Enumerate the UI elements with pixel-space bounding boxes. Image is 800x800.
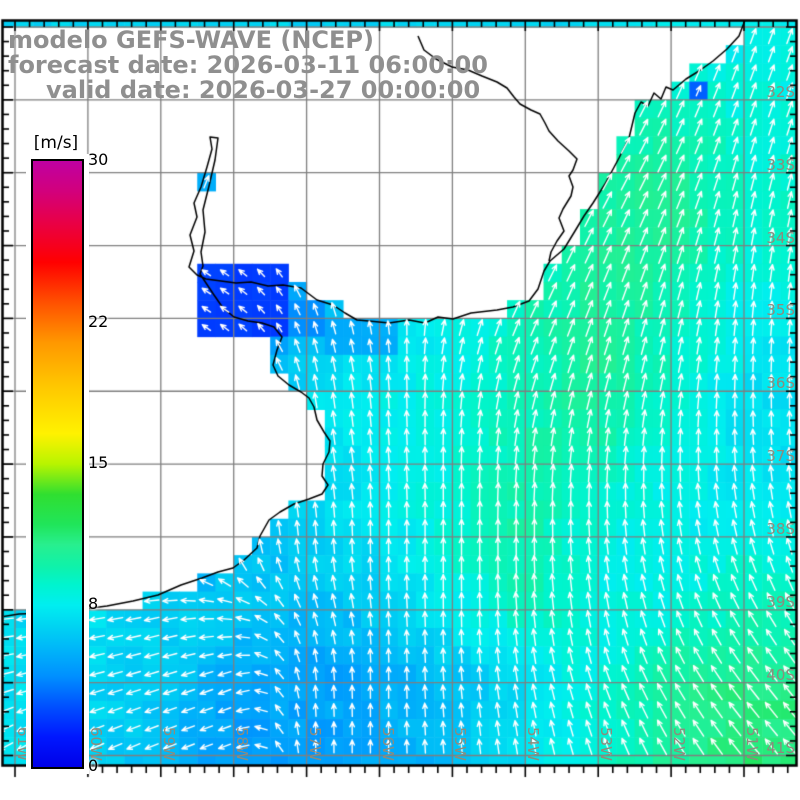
lon-label-55W: 55W bbox=[451, 727, 470, 761]
lat-label-41S: 41S bbox=[766, 738, 795, 757]
lat-label-40S: 40S bbox=[766, 665, 795, 684]
colorbar-unit-label: [m/s] bbox=[33, 133, 79, 153]
lon-label-59W: 59W bbox=[159, 727, 178, 761]
lon-label-56W: 56W bbox=[378, 727, 397, 761]
lon-label-61W: 61W bbox=[14, 727, 32, 761]
colorbar-tick-0: 0 bbox=[88, 756, 99, 775]
lat-label-32S: 32S bbox=[766, 82, 795, 101]
model-title: modelo GEFS-WAVE (NCEP) bbox=[8, 26, 374, 54]
lat-label-33S: 33S bbox=[766, 155, 795, 174]
colorbar-tick-8: 8 bbox=[88, 594, 99, 614]
lon-label-58W: 58W bbox=[232, 727, 251, 761]
colorbar-gradient bbox=[31, 159, 84, 769]
colorbar-tick-30: 30 bbox=[88, 150, 109, 169]
lat-label-36S: 36S bbox=[766, 374, 795, 393]
lon-label-53W: 53W bbox=[597, 727, 616, 761]
colorbar-tick-15: 15 bbox=[88, 453, 109, 472]
colorbar-tick-22: 22 bbox=[88, 311, 109, 331]
lat-label-35S: 35S bbox=[766, 301, 795, 320]
lat-label-39S: 39S bbox=[766, 592, 795, 611]
lon-label-54W: 54W bbox=[524, 727, 543, 761]
lon-label-57W: 57W bbox=[305, 727, 324, 761]
lon-label-52W: 52W bbox=[670, 727, 689, 761]
lat-label-38S: 38S bbox=[766, 519, 795, 538]
lat-label-37S: 37S bbox=[766, 447, 795, 466]
lat-label-34S: 34S bbox=[766, 228, 795, 247]
valid-date-line: valid date: 2026-03-27 00:00:00 bbox=[46, 76, 481, 104]
forecast-date-line: forecast date: 2026-03-11 06:00:00 bbox=[8, 51, 488, 79]
